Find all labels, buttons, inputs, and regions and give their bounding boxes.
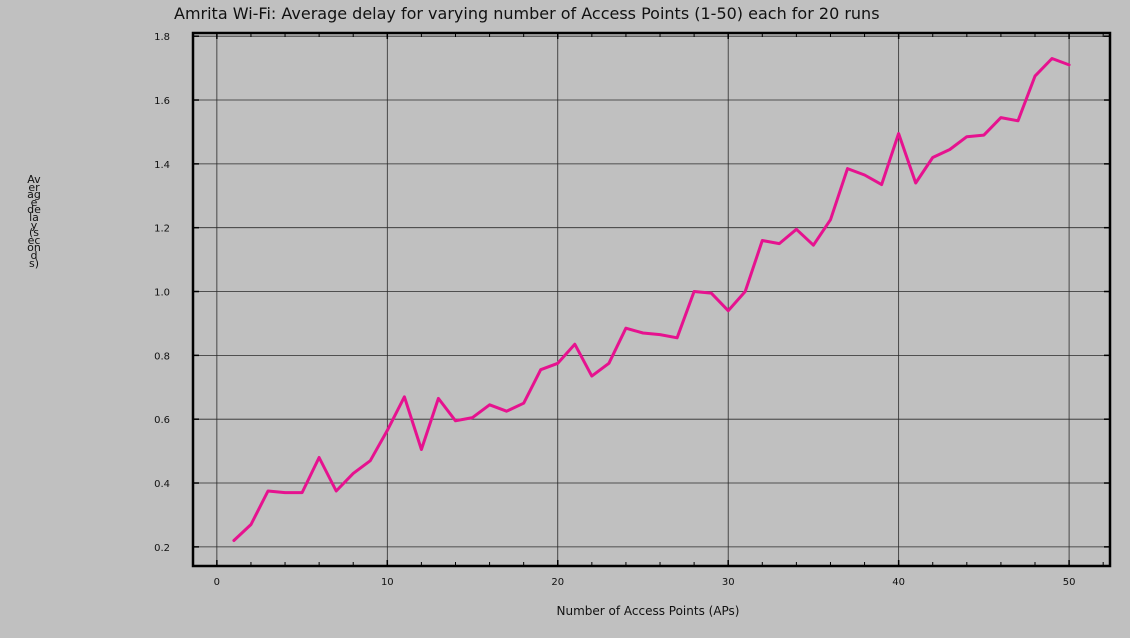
data-point (573, 343, 576, 345)
x-tick-label: 40 (892, 577, 905, 588)
data-point (625, 327, 627, 330)
data-point (948, 148, 951, 151)
y-tick-label: 1.2 (154, 224, 170, 235)
data-point (676, 336, 678, 339)
chart-title: Amrita Wi-Fi: Average delay for varying … (174, 4, 880, 23)
data-point (710, 292, 712, 294)
data-point (471, 416, 474, 419)
x-tick-label: 50 (1063, 577, 1076, 588)
data-point (233, 539, 235, 542)
data-point (335, 490, 337, 492)
series-line (232, 57, 1071, 542)
data-point (931, 156, 934, 159)
y-tick-label: 0.2 (154, 543, 170, 554)
data-point (880, 183, 883, 186)
data-point (352, 472, 355, 475)
y-tick-label: 0.4 (154, 479, 170, 490)
data-point (591, 375, 593, 377)
data-point (795, 228, 798, 231)
x-tick-label: 0 (214, 577, 220, 588)
data-point (318, 456, 320, 459)
y-tick-label: 0.6 (154, 415, 170, 426)
data-point (488, 404, 491, 406)
data-point (642, 332, 644, 334)
data-point (250, 523, 252, 526)
data-point (301, 491, 303, 494)
data-point (744, 290, 747, 293)
data-point (693, 290, 695, 293)
data-point (1051, 57, 1053, 60)
y-tick-label: 1.8 (154, 32, 170, 43)
data-point (403, 396, 406, 398)
data-point (863, 174, 866, 176)
y-tick-label: 1.0 (154, 288, 170, 299)
data-point (812, 244, 815, 247)
data-point (420, 448, 423, 451)
data-point (539, 368, 542, 371)
x-tick-label: 10 (381, 577, 394, 588)
data-point (454, 419, 457, 422)
data-point (829, 218, 832, 221)
y-axis-label: Average delay (seconds) (27, 173, 41, 270)
data-point (761, 239, 764, 242)
data-point (267, 490, 269, 492)
data-point (983, 134, 985, 136)
data-point (914, 182, 917, 184)
data-point (522, 402, 525, 405)
data-point (1068, 64, 1070, 66)
data-point (386, 429, 389, 432)
x-axis-label: Number of Access Points (APs) (556, 604, 740, 618)
data-point (505, 410, 508, 413)
y-tick-label: 1.6 (154, 96, 170, 107)
data-point (966, 135, 968, 138)
data-point (778, 242, 781, 245)
data-point (1017, 119, 1019, 122)
data-point (437, 397, 440, 400)
data-point (369, 459, 372, 462)
data-point (1034, 75, 1036, 77)
data-point (846, 167, 849, 170)
data-point (727, 309, 730, 312)
x-tick-label: 30 (722, 577, 735, 588)
x-tick-label: 20 (551, 577, 564, 588)
data-point (556, 362, 559, 365)
data-point (1000, 116, 1002, 119)
data-point (284, 491, 286, 494)
plot-frame (191, 31, 1112, 568)
y-tick-label: 1.4 (154, 160, 170, 171)
data-point (659, 333, 661, 336)
data-point (897, 132, 900, 135)
y-tick-label: 0.8 (154, 351, 170, 362)
data-point (608, 362, 610, 365)
